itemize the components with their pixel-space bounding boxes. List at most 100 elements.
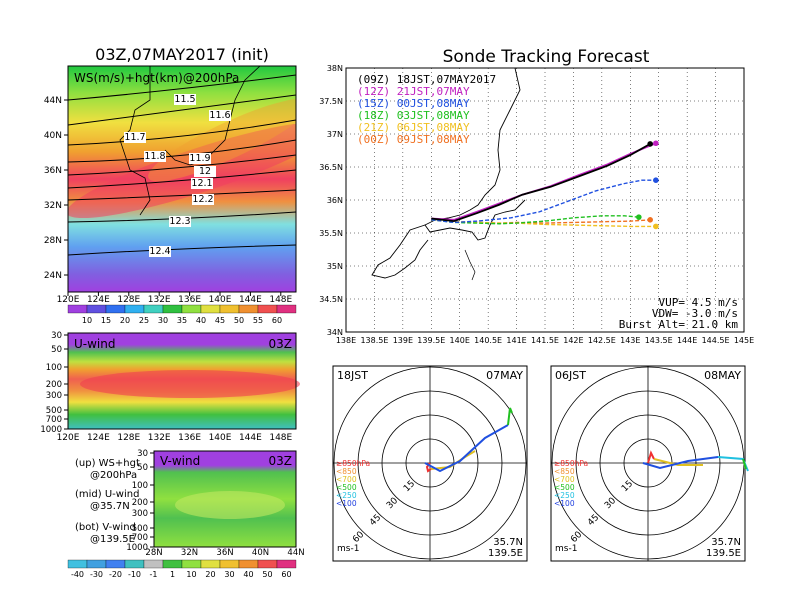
map-x-tick-label: 140E: [209, 295, 232, 305]
v-y-tick-label: 300: [132, 509, 148, 519]
v-y-tick-label: 200: [132, 498, 148, 508]
track-x-tick-label: 145E: [734, 336, 754, 345]
map-title: 03Z,07MAY2017 (init): [95, 45, 269, 64]
note-line: (mid) U-wind: [75, 489, 139, 500]
track-x-tick-label: 139.5E: [417, 336, 445, 345]
v-wind-label: V-wind: [160, 454, 200, 468]
track-x-tick-label: 143E: [620, 336, 640, 345]
v-y-tick-label: 700: [132, 533, 148, 543]
map-x-tick-label: 128E: [117, 295, 140, 305]
u-y-tick-label: 700: [46, 415, 62, 425]
track-x-tick-label: 144E: [677, 336, 697, 345]
wind-colorbar-swatch: [162, 559, 183, 569]
hodo-left-label: 06JST: [555, 369, 586, 382]
map-y-tick-label: 40N: [44, 131, 62, 141]
hodo-legend-entry: ≥850hPa: [336, 459, 370, 468]
colorbar-label: 35: [177, 316, 187, 325]
map-y-tick-label: 44N: [44, 96, 62, 106]
track-x-tick-label: 141.5E: [531, 336, 559, 345]
hodo-trace: [742, 458, 747, 470]
colorbar-swatch: [124, 304, 145, 314]
colorbar-swatch: [105, 304, 126, 314]
contour-label: 12.3: [169, 216, 190, 227]
map-label: WS(m/s)+hgt(km)@200hPa: [74, 71, 239, 85]
contour-label: 11.8: [144, 151, 165, 162]
u-x-tick-label: 120E: [57, 433, 80, 443]
colorbar-swatch: [67, 304, 88, 314]
note-line: (bot) V-wind: [75, 522, 136, 533]
vdw-text: VDW= -3.0 m/s: [652, 307, 738, 320]
map-colorbar: 10 15 20 25 30 35 40 45 50 55 60: [67, 304, 297, 325]
hodo-legend-entry: <500: [336, 483, 357, 492]
track-x-tick-label: 144.5E: [702, 336, 730, 345]
track-y-tick-label: 36N: [327, 196, 343, 205]
tracking-title: Sonde Tracking Forecast: [443, 47, 650, 67]
track-x-tick-label: 142.5E: [588, 336, 616, 345]
contour-label-bg: [174, 94, 196, 105]
v-x-tick-label: 32N: [181, 548, 198, 558]
track-legend-entry: (15Z) 00JST,08MAY: [357, 97, 470, 110]
map-x-tick-label: 136E: [178, 295, 201, 305]
tracking-x-ticks: 138E 138.5E 139E 139.5E 140E 140.5E 141E 141.5E…: [336, 336, 754, 345]
colorbar-swatch: [143, 304, 164, 314]
hodo-legend-entry: ≥850hPa: [554, 459, 588, 468]
hodo-trace: [507, 407, 513, 426]
contour-label: 12.1: [191, 178, 212, 189]
u-wind-frame: [67, 332, 297, 430]
hodo-legend-entry: <850: [554, 467, 575, 476]
track-x-tick-label: 139E: [393, 336, 413, 345]
map-x-tick-label: 144E: [239, 295, 262, 305]
burst-text: Burst Alt= 21.0 km: [619, 318, 739, 331]
colorbar-label: 50: [234, 316, 244, 325]
tracking-grid: [346, 68, 744, 332]
map-x-tick-label: 124E: [87, 295, 110, 305]
track-y-tick-label: 37N: [327, 130, 343, 139]
wind-colorbar-label: 50: [262, 570, 272, 579]
track-y-tick-label: 37.5N: [319, 97, 343, 106]
wind-colorbar-swatch: [219, 559, 240, 569]
wind-colorbar-swatch: [86, 559, 107, 569]
wind-colorbar-swatch: [105, 559, 126, 569]
colorbar-swatch: [219, 304, 240, 314]
wind-colorbar-label: 1: [170, 570, 175, 579]
wind-colorbar-label: 20: [205, 570, 215, 579]
hodo-legend-entry: <850: [336, 467, 357, 476]
track-x-tick-label: 138E: [336, 336, 356, 345]
track-x-tick-label: 141E: [506, 336, 526, 345]
contour-label: 12.4: [149, 246, 170, 257]
wind-colorbar-label: 40: [243, 570, 253, 579]
wind-colorbar-label: -1: [150, 570, 158, 579]
hodo-trace: [647, 450, 655, 464]
wind-colorbar-label: -40: [71, 570, 84, 579]
track-legend-entry: (09Z) 18JST,07MAY2017: [357, 73, 496, 86]
tracking-legend: (09Z) 18JST,07MAY2017(12Z) 21JST,07MAY(1…: [357, 73, 496, 146]
colorbar-swatch: [162, 304, 183, 314]
colorbar-label: 10: [82, 316, 92, 325]
track-x-tick-label: 138.5E: [360, 336, 388, 345]
vup-text: VUP= 4.5 m/s: [659, 296, 738, 309]
map-x-tick-label: 120E: [57, 295, 80, 305]
wind-colorbar-swatch: [124, 559, 145, 569]
wind-colorbar-label: 60: [281, 570, 291, 579]
sonde-landing-point: [653, 177, 659, 183]
sonde-landing-point: [636, 214, 642, 220]
panel-notes: (up) WS+hgt@200hPa (mid) U-wind@35.7N (bot…: [75, 458, 140, 545]
hodo-legend-entry: <250: [554, 491, 575, 500]
wind-colorbar-label: -20: [109, 570, 122, 579]
colorbar-label: 20: [120, 316, 130, 325]
wind-colorbar-label: -10: [128, 570, 141, 579]
colorbar-label: 55: [253, 316, 263, 325]
hodo-legend-entry: <100: [336, 499, 357, 508]
wind-colorbar-swatch: [181, 559, 202, 569]
wind-colorbar: -40 -30 -20 -10 -1 1 10 20 30 40 50 60: [67, 559, 297, 579]
hodo-legend-entry: <100: [554, 499, 575, 508]
colorbar-label: 25: [139, 316, 149, 325]
coastline: [371, 68, 526, 281]
colorbar-swatch: [276, 304, 297, 314]
v-y-tick-label: 100: [132, 481, 148, 491]
u-wind-jet-core: [80, 370, 300, 398]
